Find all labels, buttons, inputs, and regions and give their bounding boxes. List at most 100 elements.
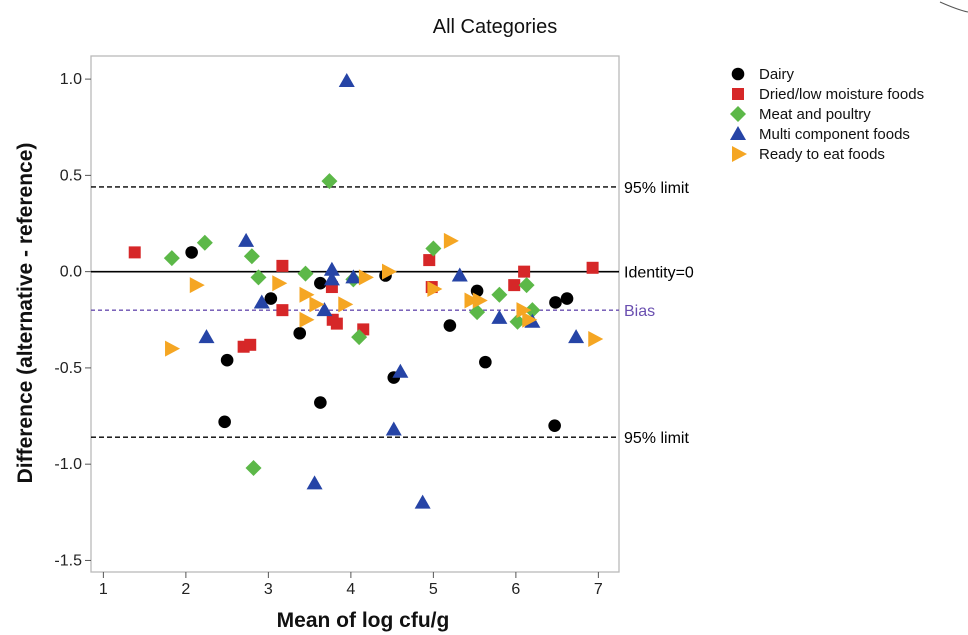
- y-tick-label: 1.0: [60, 71, 82, 88]
- data-point: [321, 173, 338, 190]
- data-point: [323, 271, 340, 286]
- data-point: [245, 460, 262, 477]
- series-diamond: [163, 173, 541, 477]
- data-point: [338, 73, 355, 88]
- legend-label: Dried/low moisture foods: [759, 86, 924, 103]
- data-point: [491, 309, 508, 324]
- data-point: [351, 329, 368, 346]
- data-point: [238, 232, 255, 247]
- data-point: [464, 292, 480, 309]
- y-tick-label: 0.5: [60, 167, 82, 184]
- series-triangle-right: [165, 232, 604, 357]
- reference-line-label-identity: Identity=0: [624, 265, 694, 282]
- data-point: [299, 311, 315, 328]
- legend: Dairy Dried/low moisture foods Meat and po…: [730, 66, 924, 163]
- x-axis: 1 2 3 4 5 6 7: [99, 572, 603, 598]
- legend-label: Ready to eat foods: [759, 146, 885, 163]
- data-point: [516, 302, 532, 319]
- data-point: [518, 277, 535, 294]
- data-point: [276, 259, 289, 272]
- x-tick-label: 5: [429, 581, 438, 598]
- series-circle: [185, 246, 574, 432]
- data-point: [451, 267, 468, 282]
- series-triangle-up: [198, 73, 585, 509]
- data-point: [128, 246, 141, 259]
- data-point: [276, 304, 289, 317]
- data-point: [443, 232, 459, 249]
- data-point: [358, 269, 374, 286]
- data-point: [443, 319, 457, 332]
- data-point: [185, 246, 198, 259]
- data-point: [220, 353, 234, 367]
- data-point: [338, 296, 354, 313]
- data-point: [189, 277, 205, 294]
- reference-lines: 95% limit Identity=0 Bias 95% limit: [91, 180, 694, 447]
- data-point: [469, 304, 486, 321]
- data-point: [568, 329, 585, 344]
- data-point: [196, 234, 213, 251]
- data-point: [427, 280, 443, 297]
- data-point: [560, 292, 574, 305]
- data-point: [314, 396, 327, 409]
- data-point: [306, 475, 323, 490]
- legend-marker: [730, 126, 746, 140]
- reference-line-label-lower: 95% limit: [624, 430, 689, 447]
- legend-marker: [730, 106, 746, 122]
- legend-label: Multi component foods: [759, 126, 910, 143]
- plot-frame: [90, 55, 620, 573]
- y-tick-label: -0.5: [54, 360, 82, 377]
- data-point: [588, 331, 604, 348]
- data-point: [548, 419, 561, 432]
- x-tick-label: 2: [181, 581, 190, 598]
- data-point: [330, 317, 343, 330]
- data-point: [382, 263, 397, 280]
- data-point: [385, 421, 402, 436]
- x-tick-label: 7: [594, 581, 603, 598]
- data-point: [472, 292, 488, 309]
- data-point: [272, 275, 288, 292]
- data-point: [299, 286, 315, 303]
- data-point: [314, 276, 327, 290]
- data-point: [243, 248, 260, 265]
- data-point: [414, 494, 431, 509]
- data-point: [425, 240, 442, 257]
- data-point: [250, 269, 267, 286]
- data-points: [128, 73, 604, 509]
- data-point: [218, 415, 231, 429]
- data-point: [518, 265, 531, 278]
- y-tick-label: -1.5: [54, 552, 82, 569]
- data-point: [323, 261, 340, 276]
- x-tick-label: 1: [99, 581, 108, 598]
- y-axis-title: Difference (alternative - reference): [14, 143, 37, 484]
- data-point: [198, 329, 215, 344]
- data-point: [522, 311, 538, 328]
- data-point: [316, 302, 333, 317]
- reference-line-label-bias: Bias: [624, 303, 655, 320]
- chart-title: All Categories: [433, 16, 558, 38]
- data-point: [163, 250, 180, 267]
- data-point: [508, 279, 521, 292]
- data-point: [524, 302, 541, 319]
- data-point: [509, 313, 526, 330]
- x-tick-label: 4: [346, 581, 355, 598]
- data-point: [423, 254, 436, 267]
- y-tick-label: -1.0: [54, 456, 82, 473]
- data-point: [293, 326, 307, 340]
- legend-marker: [732, 88, 744, 100]
- data-point: [165, 340, 181, 357]
- data-point: [297, 265, 314, 282]
- data-point: [549, 296, 562, 309]
- y-axis: 1.0 0.5 0.0 -0.5 -1.0 -1.5: [54, 71, 91, 569]
- data-point: [309, 296, 325, 313]
- legend-label: Meat and poultry: [759, 106, 871, 123]
- corner-decoration: [939, 1, 968, 13]
- x-tick-label: 3: [264, 581, 273, 598]
- data-point: [253, 294, 270, 309]
- legend-marker: [732, 146, 747, 162]
- reference-line-label-upper: 95% limit: [624, 180, 689, 197]
- data-point: [491, 286, 508, 303]
- x-axis-title: Mean of log cfu/g: [277, 609, 450, 632]
- x-tick-label: 6: [511, 581, 520, 598]
- data-point: [392, 363, 409, 378]
